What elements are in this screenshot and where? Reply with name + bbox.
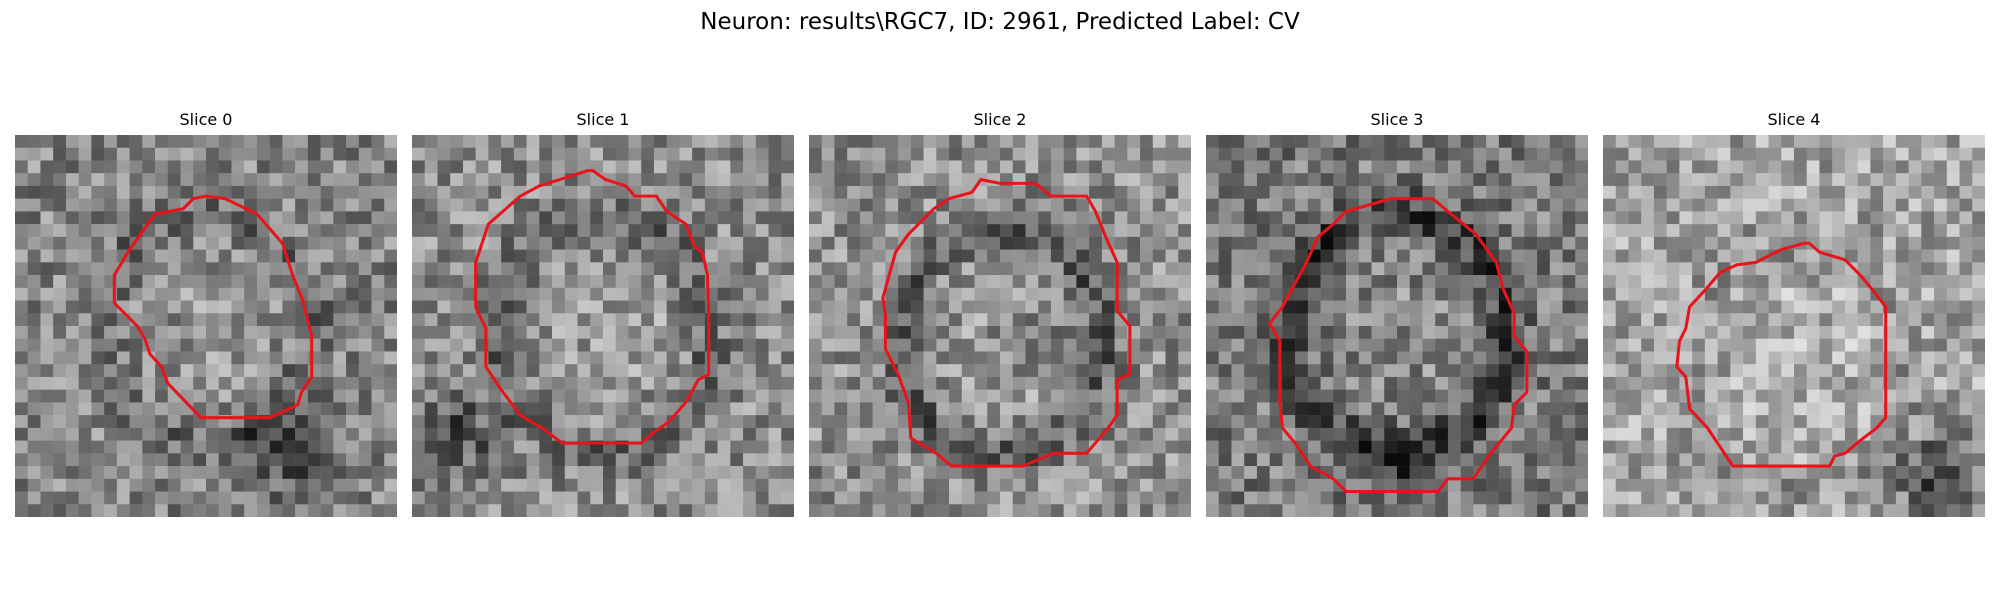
slice-image-1 [412,135,794,517]
slice-title-3: Slice 3 [1370,110,1424,129]
slice-panel-3: Slice 3 [1206,108,1588,517]
figure-title: Neuron: results\RGC7, ID: 2961, Predicte… [700,9,1300,35]
roi-contour-4 [1675,241,1888,468]
slice-title-0: Slice 0 [179,110,233,129]
roi-contour-2 [881,177,1132,468]
roi-contour-3 [1267,197,1529,494]
slice-image-4 [1603,135,1985,517]
slice-panel-1: Slice 1 [412,108,794,517]
slice-image-0 [15,135,397,517]
slice-title-1: Slice 1 [576,110,630,129]
roi-contour-0 [112,194,314,420]
slice-title-4: Slice 4 [1767,110,1821,129]
slice-title-2: Slice 2 [973,110,1027,129]
slice-panel-0: Slice 0 [15,108,397,517]
slice-image-3 [1206,135,1588,517]
roi-contour-1 [474,169,711,445]
slice-image-2 [809,135,1191,517]
slice-panel-2: Slice 2 [809,108,1191,517]
slice-panel-4: Slice 4 [1603,108,1985,517]
